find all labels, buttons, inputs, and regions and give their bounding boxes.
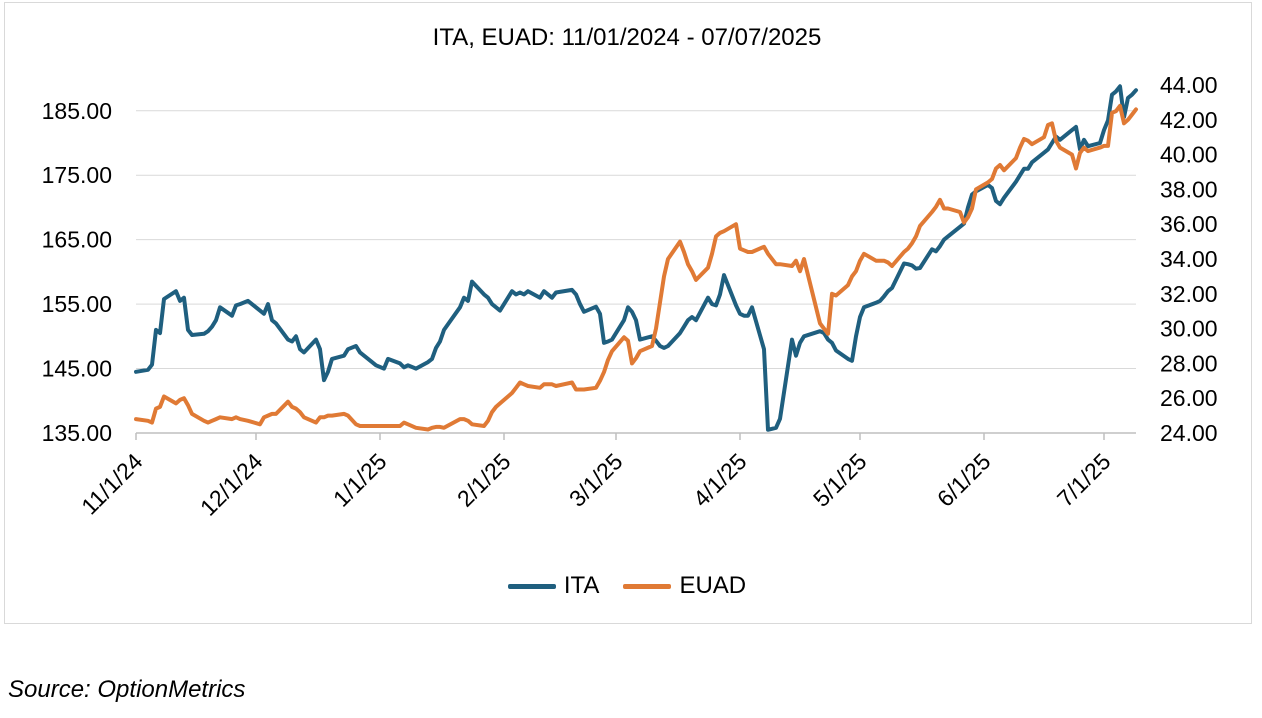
y-right-tick-label: 34.00 <box>1160 246 1218 272</box>
y-right-tick-label: 32.00 <box>1160 281 1218 307</box>
series-lines <box>134 84 1138 432</box>
legend: ITA EUAD <box>0 572 1254 600</box>
series-line-ita <box>134 84 1138 432</box>
y-left-tick-label: 175.00 <box>42 162 112 188</box>
x-tick-label: 2/1/25 <box>452 448 516 512</box>
chart-title: ITA, EUAD: 11/01/2024 - 07/07/2025 <box>432 24 822 51</box>
y-right-tick-label: 40.00 <box>1160 142 1218 168</box>
legend-label-ita: ITA <box>563 572 600 599</box>
y-left-tick-label: 145.00 <box>42 356 112 382</box>
x-tick-label: 1/1/25 <box>328 448 392 512</box>
y-right-tick-label: 42.00 <box>1160 107 1218 133</box>
y-right-tick-label: 38.00 <box>1160 176 1218 202</box>
legend-label-euad: EUAD <box>679 572 747 599</box>
x-tick-label: 7/1/25 <box>1052 448 1116 512</box>
source-note: Source: OptionMetrics <box>8 676 246 703</box>
series-line-euad <box>134 103 1138 432</box>
y-right-tick-label: 30.00 <box>1160 316 1218 342</box>
gridlines <box>136 110 1136 370</box>
y-left-tick-label: 155.00 <box>42 291 112 317</box>
legend-swatch-ita <box>507 583 556 589</box>
x-tick-label: 3/1/25 <box>564 448 628 512</box>
y-right-tick-label: 44.00 <box>1160 72 1218 98</box>
x-tick-label: 11/1/24 <box>76 448 148 520</box>
x-tick-label: 4/1/25 <box>688 448 752 512</box>
legend-swatch-euad <box>623 583 672 589</box>
y-right-tick-label: 24.00 <box>1160 420 1218 446</box>
y-left-tick-label: 165.00 <box>42 227 112 253</box>
y-right-tick-label: 28.00 <box>1160 350 1218 376</box>
y-right-tick-label: 36.00 <box>1160 211 1218 237</box>
legend-item-euad: EUAD <box>623 572 746 600</box>
y-left-tick-label: 135.00 <box>42 420 112 446</box>
y-right-tick-label: 26.00 <box>1160 385 1218 411</box>
x-tick-label: 6/1/25 <box>932 448 996 512</box>
x-tick-label: 5/1/25 <box>808 448 872 512</box>
y-left-tick-label: 185.00 <box>42 98 112 124</box>
legend-item-ita: ITA <box>507 572 600 600</box>
x-tick-label: 12/1/24 <box>195 448 268 521</box>
